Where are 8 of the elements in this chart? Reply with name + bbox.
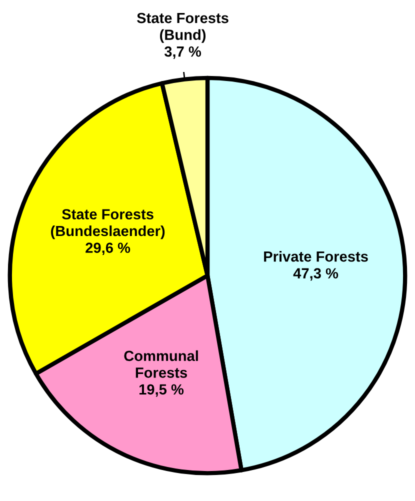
slice-label: State Forests (Bundeslaender) [51,209,165,240]
slice-label: Communal Forests [124,350,198,378]
data-label: 3,7 % [164,46,202,59]
data-label: 19,5 % [139,384,184,397]
slice-label: Private Forests [264,251,368,262]
data-label: 29,6 % [86,242,130,256]
data-label: 47,3 % [293,268,338,281]
slice-label: State Forests (Bund) [137,12,228,43]
